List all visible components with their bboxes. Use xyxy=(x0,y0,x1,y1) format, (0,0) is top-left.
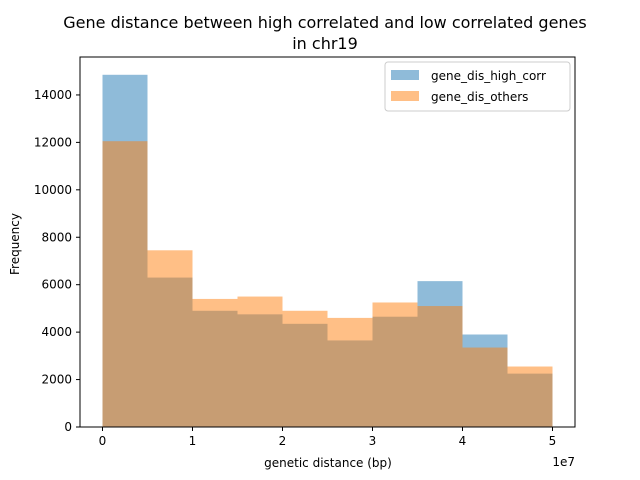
x-tick-label: 4 xyxy=(459,434,467,448)
y-tick-label: 4000 xyxy=(41,325,72,339)
y-tick-label: 14000 xyxy=(34,88,72,102)
x-tick-label: 1 xyxy=(189,434,197,448)
bar-gene-dis-others-bin-3 xyxy=(237,296,283,427)
y-tick-label: 8000 xyxy=(41,230,72,244)
plot-area-frame xyxy=(79,56,576,428)
x-tick-label: 5 xyxy=(549,434,557,448)
y-tick-label: 2000 xyxy=(41,373,72,387)
legend-label-high-corr: gene_dis_high_corr xyxy=(431,69,546,83)
bar-gene-dis-others-bin-5 xyxy=(327,317,373,427)
bar-gene-dis-others-bin-6 xyxy=(372,302,418,427)
legend-swatch-high-corr xyxy=(391,70,419,80)
y-tick-label: 0 xyxy=(64,420,72,434)
chart-title-line-1: Gene distance between high correlated an… xyxy=(63,13,586,32)
bar-gene-dis-others-bin-4 xyxy=(282,310,328,427)
bars-layer xyxy=(102,74,553,428)
y-axis-label: Frequency xyxy=(8,213,22,275)
chart-title-line-2: in chr19 xyxy=(292,34,358,53)
bar-gene-dis-others-bin-1 xyxy=(147,250,193,427)
x-tick-label: 0 xyxy=(99,434,107,448)
y-tick-label: 6000 xyxy=(41,278,72,292)
bar-gene-dis-others-bin-2 xyxy=(192,298,238,427)
bar-gene-dis-others-bin-9 xyxy=(507,366,553,427)
y-tick-label: 10000 xyxy=(34,183,72,197)
bar-gene-dis-others-bin-8 xyxy=(462,347,508,427)
x-tick-label: 2 xyxy=(279,434,287,448)
legend-label-others: gene_dis_others xyxy=(431,90,528,104)
x-axis-offset-text: 1e7 xyxy=(552,455,575,469)
legend-frame xyxy=(384,61,571,112)
x-axis-label: genetic distance (bp) xyxy=(264,456,392,470)
bar-gene-dis-others-bin-7 xyxy=(417,306,463,427)
x-tick-label: 3 xyxy=(369,434,377,448)
axes-layer: 0 1 2 3 4 5 0 2000 4000 6000 8000 10000 12000 14000 xyxy=(34,56,576,448)
legend: gene_dis_high_corr gene_dis_others xyxy=(384,61,571,112)
y-tick-label: 12000 xyxy=(34,135,72,149)
bar-gene-dis-others-bin-0 xyxy=(102,141,148,427)
legend-swatch-others xyxy=(391,91,419,101)
